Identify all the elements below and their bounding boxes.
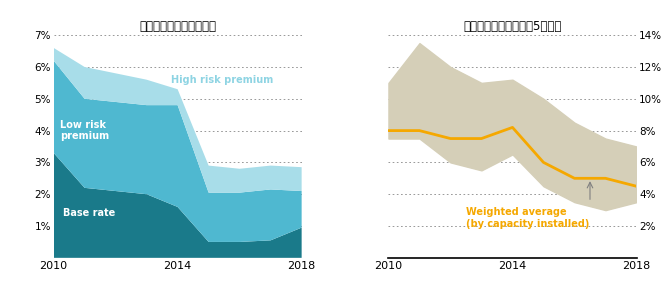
Text: Base rate: Base rate	[63, 208, 115, 218]
Text: (by capacity installed): (by capacity installed)	[466, 219, 590, 229]
Text: Low risk
premium: Low risk premium	[60, 120, 109, 142]
Title: 資本費用の推移（上位5事業）: 資本費用の推移（上位5事業）	[463, 20, 561, 33]
Text: High risk premium: High risk premium	[172, 75, 273, 85]
Title: 借入費用（金利）の推移: 借入費用（金利）の推移	[139, 20, 216, 33]
Text: Weighted average: Weighted average	[466, 207, 567, 217]
